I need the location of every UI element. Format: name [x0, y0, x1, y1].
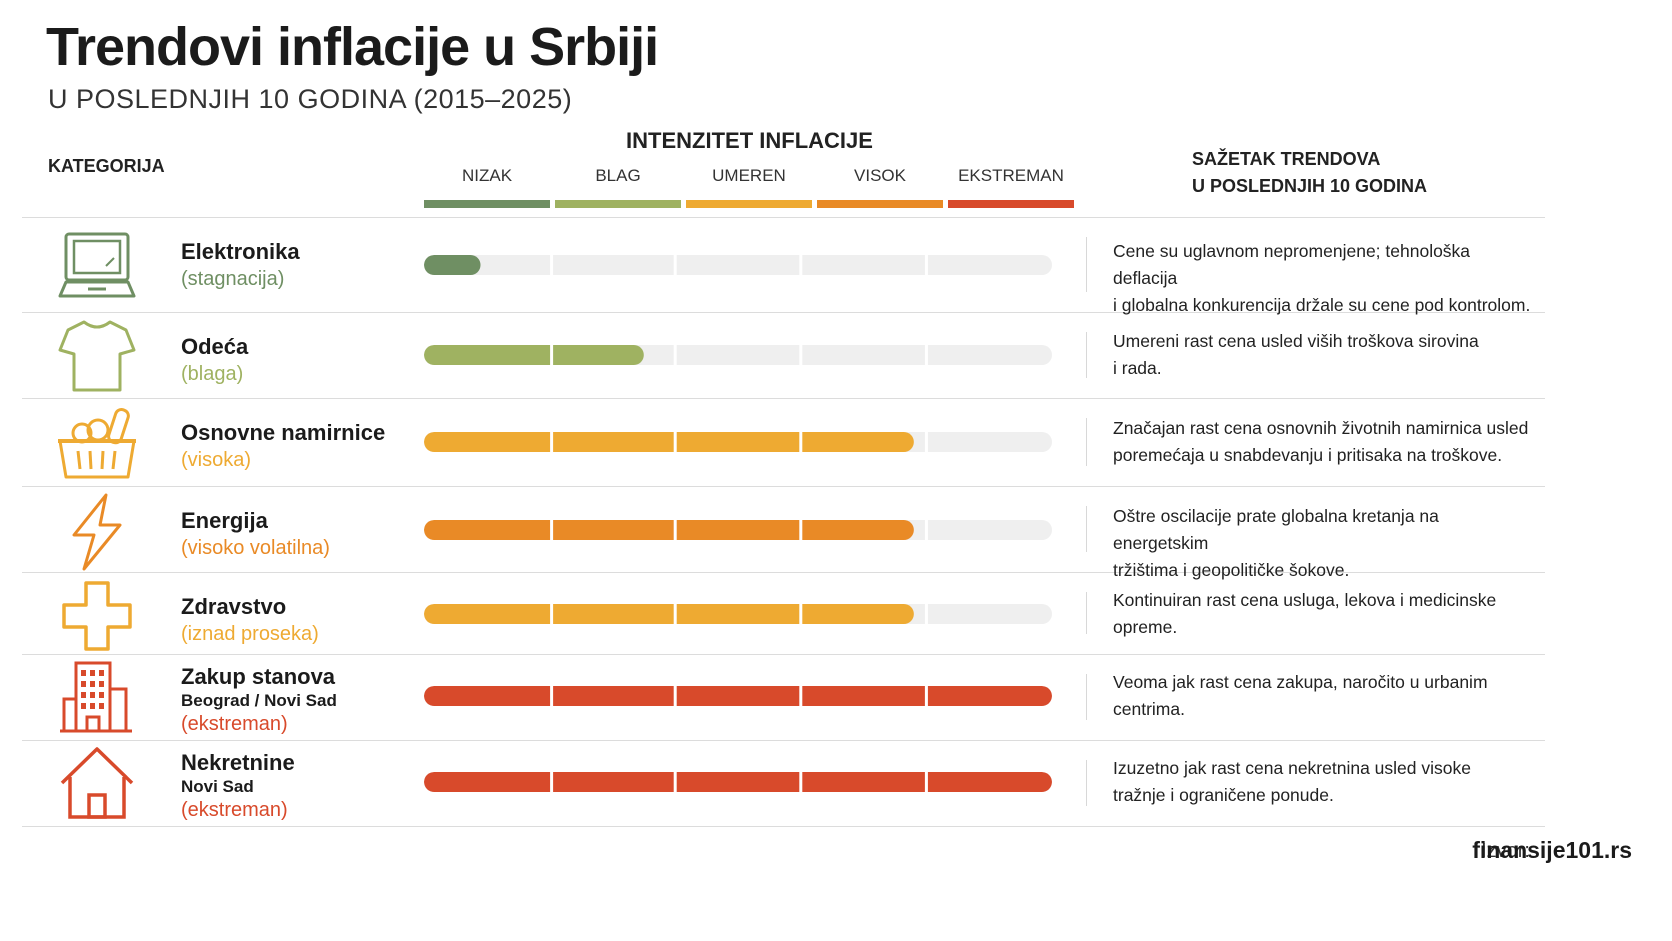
column-separator	[1086, 418, 1087, 466]
level-label: EKSTREMAN	[958, 166, 1064, 185]
column-separator	[1086, 760, 1087, 806]
category-name: Energija	[181, 508, 268, 533]
source-site: finansije101.rs	[1472, 837, 1632, 863]
summary-column-header: SAŽETAK TRENDOVA U POSLEDNJIH 10 GODINA	[1192, 146, 1427, 200]
category-name: Nekretnine	[181, 750, 295, 775]
category-level: (visoka)	[181, 449, 252, 471]
level-color-bar	[686, 200, 812, 208]
level-color-bar	[555, 200, 681, 208]
trend-summary: Značajan rast cena osnovnih životnih nam…	[1113, 415, 1533, 469]
row-divider	[22, 740, 1545, 741]
level-label: VISOK	[854, 166, 906, 185]
trend-summary: Izuzetno jak rast cena nekretnina usled …	[1113, 755, 1533, 809]
intensity-bar	[424, 520, 1052, 540]
row-divider	[22, 217, 1545, 218]
page-subtitle: U POSLEDNJIH 10 GODINA (2015–2025)	[48, 84, 573, 114]
trend-summary: Kontinuiran rast cena usluga, lekova i m…	[1113, 587, 1533, 641]
trend-summary-line: Veoma jak rast cena zakupa, naročito u u…	[1113, 672, 1488, 692]
row-divider	[22, 826, 1545, 827]
medical-cross-icon	[56, 575, 138, 657]
row-divider	[22, 654, 1545, 655]
trend-summary-line: poremećaja u snabdevanju i pritisaka na …	[1113, 445, 1503, 465]
level-color-bar	[948, 200, 1074, 208]
category-name: Elektronika	[181, 239, 300, 264]
level-label: BLAG	[595, 166, 641, 185]
column-separator	[1086, 674, 1087, 720]
summary-header-line2: U POSLEDNJIH 10 GODINA	[1192, 176, 1428, 196]
column-separator	[1086, 237, 1087, 292]
intensity-bar	[424, 432, 1052, 452]
column-separator	[1086, 506, 1087, 552]
tshirt-icon	[56, 316, 138, 398]
intensity-level-legend: NIZAK BLAG UMEREN VISOK EKSTREMAN	[424, 166, 1077, 208]
category-level: (blaga)	[181, 363, 244, 385]
trend-summary-line: Značajan rast cena osnovnih životnih nam…	[1113, 418, 1529, 438]
category-name: Zakup stanova	[181, 664, 336, 689]
house-icon	[56, 743, 138, 825]
page-title: Trendovi inflacije u Srbiji	[46, 17, 659, 77]
row-divider	[22, 398, 1545, 399]
intensity-bar	[424, 345, 1052, 365]
trend-summary-line: i globalna konkurencija držale su cene p…	[1113, 295, 1531, 315]
category-column-header: KATEGORIJA	[48, 156, 165, 176]
trend-summary-line: tražnje i ograničene ponude.	[1113, 785, 1334, 805]
category-subname: Novi Sad	[181, 777, 254, 796]
intensity-bar	[424, 772, 1052, 792]
category-name: Zdravstvo	[181, 594, 287, 619]
column-separator	[1086, 332, 1087, 378]
trend-summary: Cene su uglavnom nepromenjene; tehnološk…	[1113, 238, 1533, 319]
intensity-bar	[424, 604, 1052, 624]
level-visok: VISOK	[817, 166, 943, 208]
category-name: Osnovne namirnice	[181, 420, 386, 445]
trend-summary-line: tržištima i geopolitičke šokove.	[1113, 560, 1350, 580]
level-color-bar	[424, 200, 550, 208]
source-label: Izvor:	[1481, 840, 1530, 862]
trend-summary-line: Umereni rast cena usled viših troškova s…	[1113, 331, 1479, 351]
trend-summary: Umereni rast cena usled viših troškova s…	[1113, 328, 1533, 382]
level-umeren: UMEREN	[686, 166, 812, 208]
row-divider	[22, 312, 1545, 313]
level-label: UMEREN	[712, 166, 786, 185]
trend-summary: Oštre oscilacije prate globalna kretanja…	[1113, 503, 1533, 584]
level-label: NIZAK	[461, 166, 513, 185]
level-nizak: NIZAK	[424, 166, 550, 208]
row-divider	[22, 572, 1545, 573]
intensity-bar	[424, 255, 1052, 275]
apartment-building-icon	[56, 657, 138, 739]
trend-summary-line: centrima.	[1113, 699, 1185, 719]
category-level: (iznad proseka)	[181, 623, 319, 645]
category-name: Odeća	[181, 334, 249, 359]
category-level: (ekstreman)	[181, 713, 288, 735]
trend-summary: Veoma jak rast cena zakupa, naročito u u…	[1113, 669, 1533, 723]
trend-summary-line: opreme.	[1113, 617, 1178, 637]
trend-summary-line: i rada.	[1113, 358, 1162, 378]
lightning-icon	[56, 491, 138, 573]
intensity-bar	[424, 686, 1052, 706]
trend-summary-line: Izuzetno jak rast cena nekretnina usled …	[1113, 758, 1471, 778]
column-separator	[1086, 592, 1087, 634]
category-subname: Beograd / Novi Sad	[181, 691, 337, 710]
laptop-icon	[56, 226, 138, 308]
grocery-basket-icon	[56, 403, 138, 485]
category-level: (stagnacija)	[181, 268, 285, 290]
trend-summary-line: Cene su uglavnom nepromenjene; tehnološk…	[1113, 241, 1471, 288]
summary-header-line1: SAŽETAK TRENDOVA	[1192, 149, 1381, 169]
intensity-column-header: INTENZITET INFLACIJE	[626, 128, 873, 153]
level-blag: BLAG	[555, 166, 681, 208]
trend-summary-line: Kontinuiran rast cena usluga, lekova i m…	[1113, 590, 1497, 610]
category-level: (visoko volatilna)	[181, 537, 330, 559]
trend-summary-line: Oštre oscilacije prate globalna kretanja…	[1113, 506, 1439, 553]
row-divider	[22, 486, 1545, 487]
level-color-bar	[817, 200, 943, 208]
category-level: (ekstreman)	[181, 799, 288, 821]
level-ekstreman: EKSTREMAN	[948, 166, 1074, 208]
